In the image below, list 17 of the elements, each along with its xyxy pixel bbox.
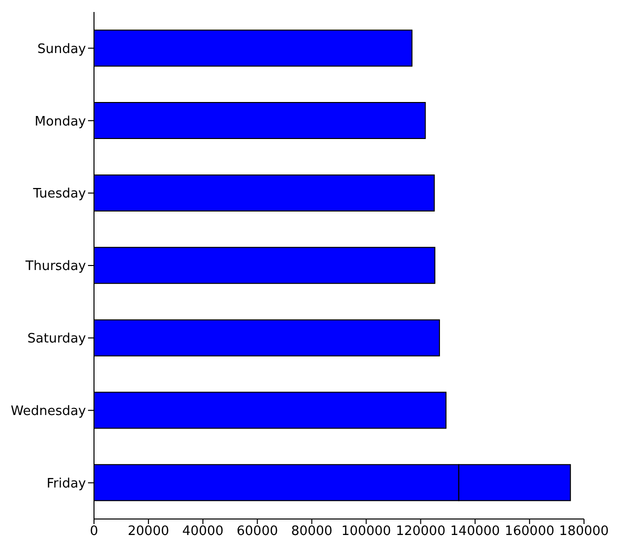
y-tick-label: Tuesday bbox=[32, 186, 86, 202]
x-tick-label: 160000 bbox=[504, 524, 554, 540]
x-tick-label: 100000 bbox=[341, 524, 392, 540]
x-tick-label: 40000 bbox=[182, 524, 224, 540]
y-tick-label: Monday bbox=[34, 114, 86, 130]
x-tick-label: 0 bbox=[90, 524, 98, 540]
x-tick-label: 120000 bbox=[396, 524, 446, 540]
y-tick-label: Thursday bbox=[24, 259, 86, 274]
x-tick-label: 20000 bbox=[128, 524, 170, 540]
y-tick-label: Wednesday bbox=[10, 404, 86, 419]
x-tick-label: 180000 bbox=[559, 524, 609, 540]
x-tick-label: 140000 bbox=[450, 524, 500, 540]
x-tick-label: 60000 bbox=[236, 524, 278, 540]
y-tick-label: Friday bbox=[46, 476, 86, 492]
x-tick-label: 80000 bbox=[291, 524, 332, 540]
y-tick-label: Sunday bbox=[37, 42, 86, 57]
y-tick-label: Saturday bbox=[27, 332, 86, 347]
